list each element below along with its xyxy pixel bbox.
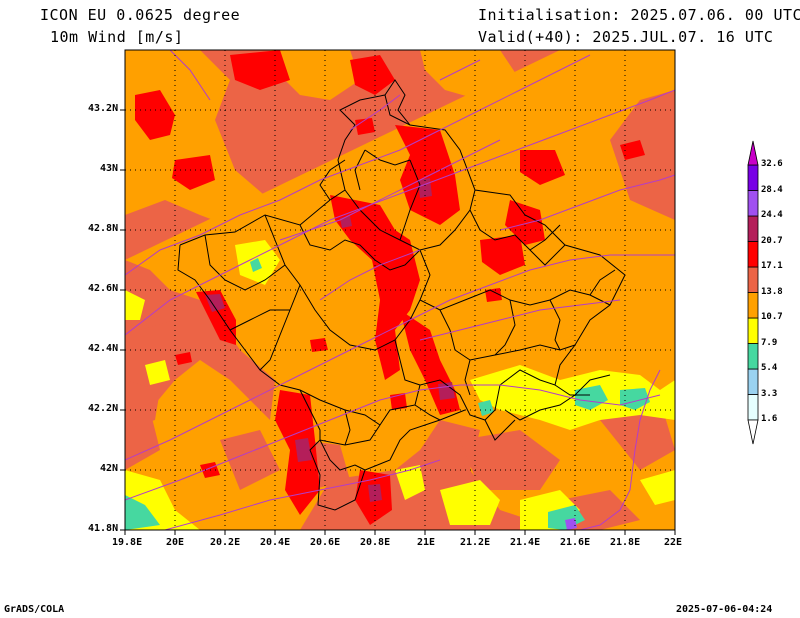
lat-tick-label: 42.8N [88,223,119,234]
colorbar-level-label: 24.4 [761,210,783,220]
colorbar-swatch [747,317,759,344]
lon-tick-label: 20.6E [310,537,341,548]
colorbar-swatch [747,368,759,395]
colorbar-level-label: 7.9 [761,337,778,348]
footer-software: GrADS/COLA [4,604,65,615]
colorbar-level-label: 1.6 [761,414,778,424]
wind-band-7-9 [125,240,675,530]
colorbar-swatch [747,343,759,370]
valid-time: Valid(+40): 2025.JUL.07. 16 UTC [478,28,774,46]
colorbar-swatch [747,292,759,319]
lon-tick-label: 22E [664,537,683,548]
colorbar [747,140,759,445]
colorbar-level-label: 5.4 [761,363,778,373]
tick-marks [120,109,676,535]
colorbar-level-label: 3.3 [761,388,778,399]
colorbar-level-label: 17.1 [761,261,783,271]
lon-tick-label: 21E [417,537,436,548]
colorbar-swatch [747,215,759,242]
lon-tick-label: 21.4E [510,537,541,548]
lon-tick-label: 20.2E [210,537,241,548]
footer-timestamp: 2025-07-06-04:24 [676,604,773,615]
wind-band-5-4 [125,258,650,530]
lat-tick-label: 42.4N [88,343,119,354]
lat-tick-label: 41.8N [88,523,119,534]
lat-tick-label: 43.2N [88,103,119,114]
wind-band-20-7 [205,178,455,502]
lat-tick-label: 42N [100,463,119,474]
lon-tick-label: 21.6E [560,537,591,548]
colorbar-swatch [747,164,759,191]
model-title: ICON EU 0.0625 degree [40,6,241,24]
lon-tick-label: 20.8E [360,537,391,548]
colorbar-level-label: 32.6 [761,159,783,169]
colorbar-level-label: 10.7 [761,312,783,322]
lon-tick-label: 21.2E [460,537,491,548]
colorbar-level-label: 28.4 [761,184,783,195]
colorbar-swatch [747,266,759,293]
variable-title: 10m Wind [m/s] [50,28,184,46]
lon-tick-label: 20.4E [260,537,291,548]
colorbar-swatch [747,394,759,421]
colorbar-swatch [747,190,759,217]
colorbar-level-label: 13.8 [761,286,783,297]
lon-tick-label: 19.8E [112,537,143,548]
lat-tick-label: 43N [100,163,119,174]
colorbar-level-label: 20.7 [761,235,783,246]
lon-tick-label: 20E [166,537,185,548]
colorbar-max-arrow [747,140,759,166]
colorbar-min-arrow [747,419,759,445]
lat-tick-label: 42.6N [88,283,119,294]
init-time: Initialisation: 2025.07.06. 00 UTC [478,6,800,24]
colorbar-swatch [747,241,759,268]
lon-tick-label: 21.8E [610,537,641,548]
lat-tick-label: 42.2N [88,403,119,414]
graticule [125,50,675,530]
